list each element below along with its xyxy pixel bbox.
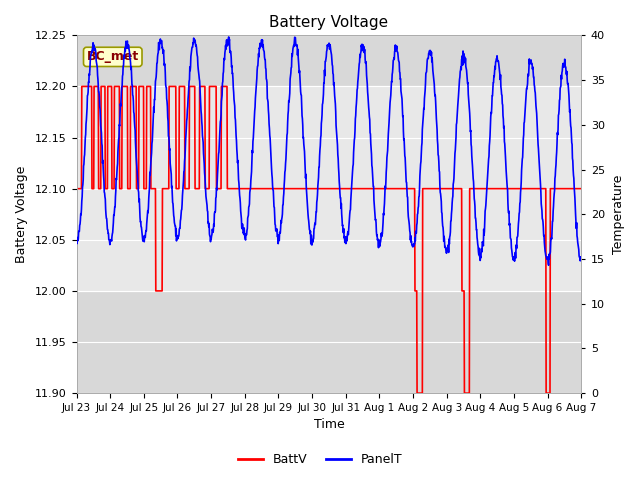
Y-axis label: Battery Voltage: Battery Voltage (15, 166, 28, 263)
Line: PanelT: PanelT (77, 37, 581, 265)
BattV (73, 186, 81, 192)
PanelT (242, 237, 250, 243)
PanelT (407, 240, 415, 245)
BattV (78, 84, 86, 89)
PanelT (225, 34, 232, 40)
BattV (518, 186, 526, 192)
BattV (407, 186, 415, 192)
BattV (185, 186, 193, 192)
Bar (77, 86, 581, 291)
PanelT (73, 240, 81, 245)
BattV (173, 186, 180, 192)
Y-axis label: Temperature: Temperature (612, 175, 625, 254)
PanelT (545, 263, 552, 268)
BattV (413, 390, 421, 396)
BattV (577, 186, 585, 192)
PanelT (473, 235, 481, 240)
BattV (242, 186, 250, 192)
X-axis label: Time: Time (314, 419, 344, 432)
PanelT (577, 257, 585, 263)
PanelT (185, 85, 193, 91)
Line: BattV: BattV (77, 86, 581, 393)
PanelT (173, 238, 180, 244)
PanelT (518, 168, 525, 173)
Title: Battery Voltage: Battery Voltage (269, 15, 388, 30)
Text: BC_met: BC_met (86, 50, 139, 63)
Legend: BattV, PanelT: BattV, PanelT (232, 448, 408, 471)
BattV (474, 186, 481, 192)
